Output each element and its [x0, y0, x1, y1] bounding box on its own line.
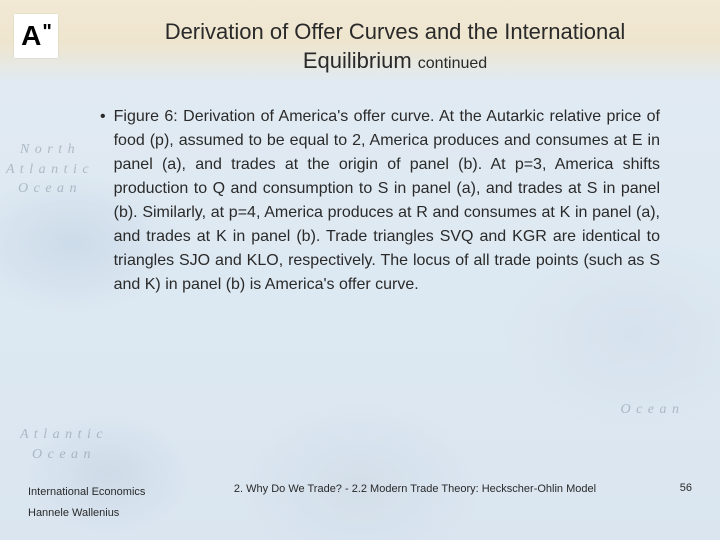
footer-chapter: 2. Why Do We Trade? - 2.2 Modern Trade T… [188, 482, 642, 497]
logo-mark: " [42, 21, 51, 44]
footer-left: International Economics Hannele Walleniu… [28, 482, 188, 524]
bullet-item: • Figure 6: Derivation of America's offe… [100, 105, 660, 297]
logo-letter: A [21, 20, 41, 52]
title-continued: continued [418, 55, 487, 72]
slide-footer: International Economics Hannele Walleniu… [0, 474, 720, 540]
bullet-text: Figure 6: Derivation of America's offer … [114, 105, 660, 297]
title-main: Derivation of Offer Curves and the Inter… [165, 19, 626, 73]
slide-container: A" Derivation of Offer Curves and the In… [0, 0, 720, 540]
slide-title: Derivation of Offer Curves and the Inter… [110, 18, 680, 75]
footer-author: Hannele Wallenius [28, 503, 188, 524]
footer-page-number: 56 [642, 482, 692, 494]
university-logo: A" [14, 14, 58, 58]
title-area: Derivation of Offer Curves and the Inter… [0, 0, 720, 85]
bullet-marker: • [100, 105, 106, 297]
footer-course: International Economics [28, 482, 188, 503]
content-area: • Figure 6: Derivation of America's offe… [0, 85, 720, 474]
